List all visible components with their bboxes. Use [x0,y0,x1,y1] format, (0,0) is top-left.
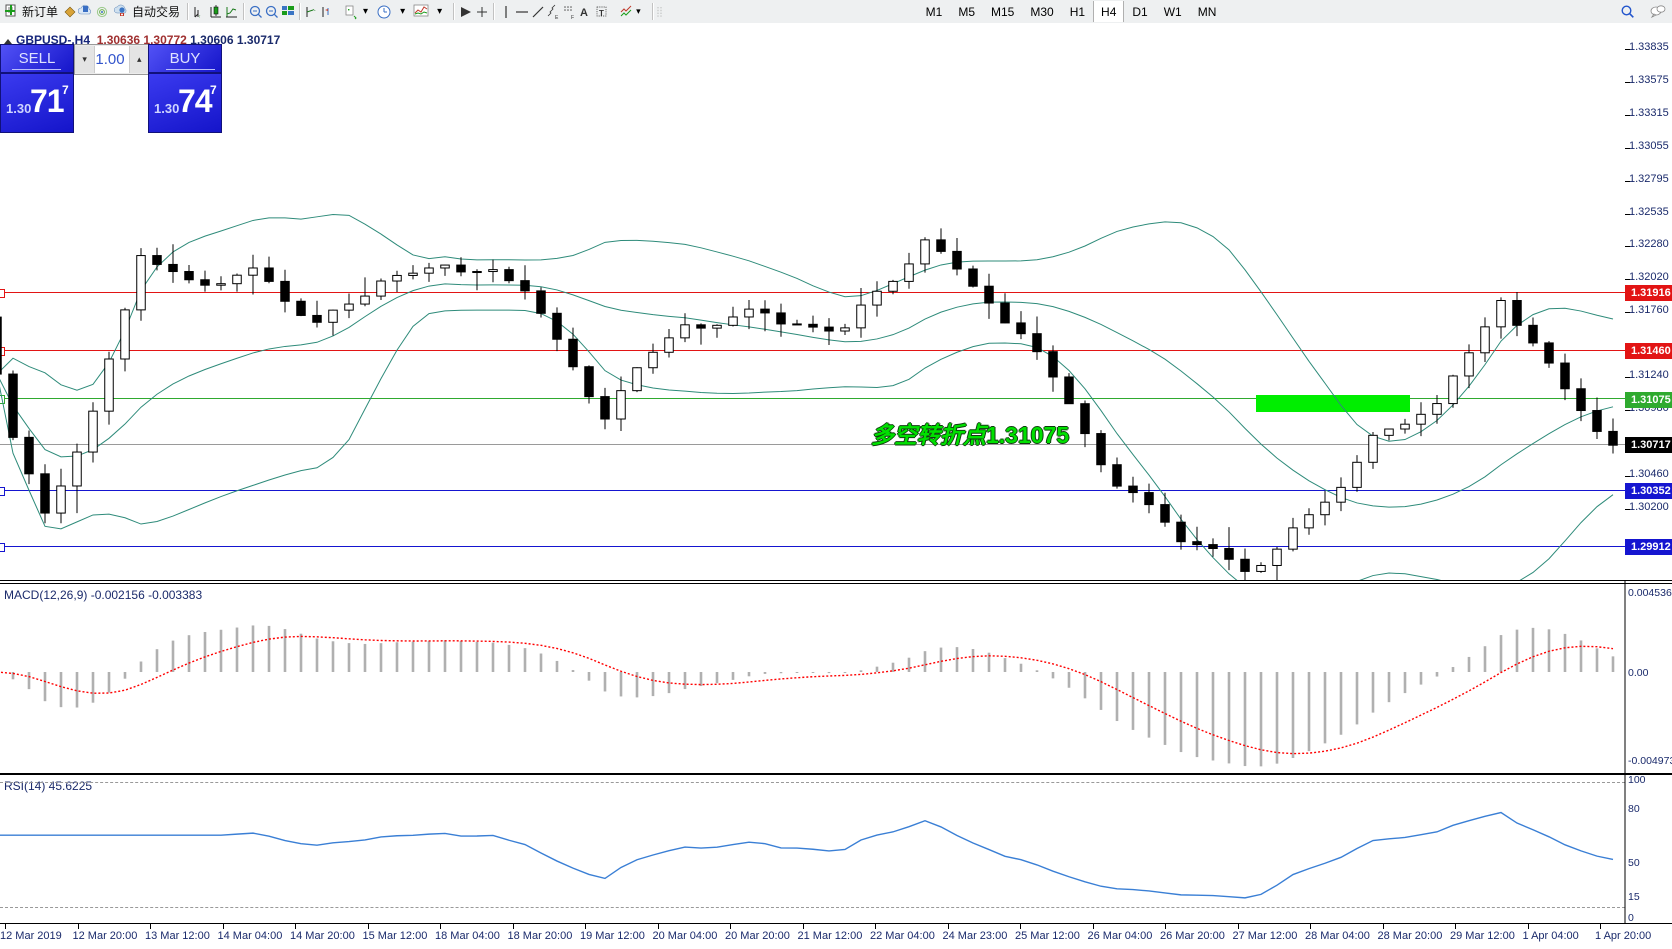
svg-text:F: F [571,15,574,20]
svg-text:↑: ↑ [199,14,202,20]
svg-text:E: E [555,15,559,20]
svg-text:A: A [580,7,588,19]
svg-text:T: T [599,9,604,18]
